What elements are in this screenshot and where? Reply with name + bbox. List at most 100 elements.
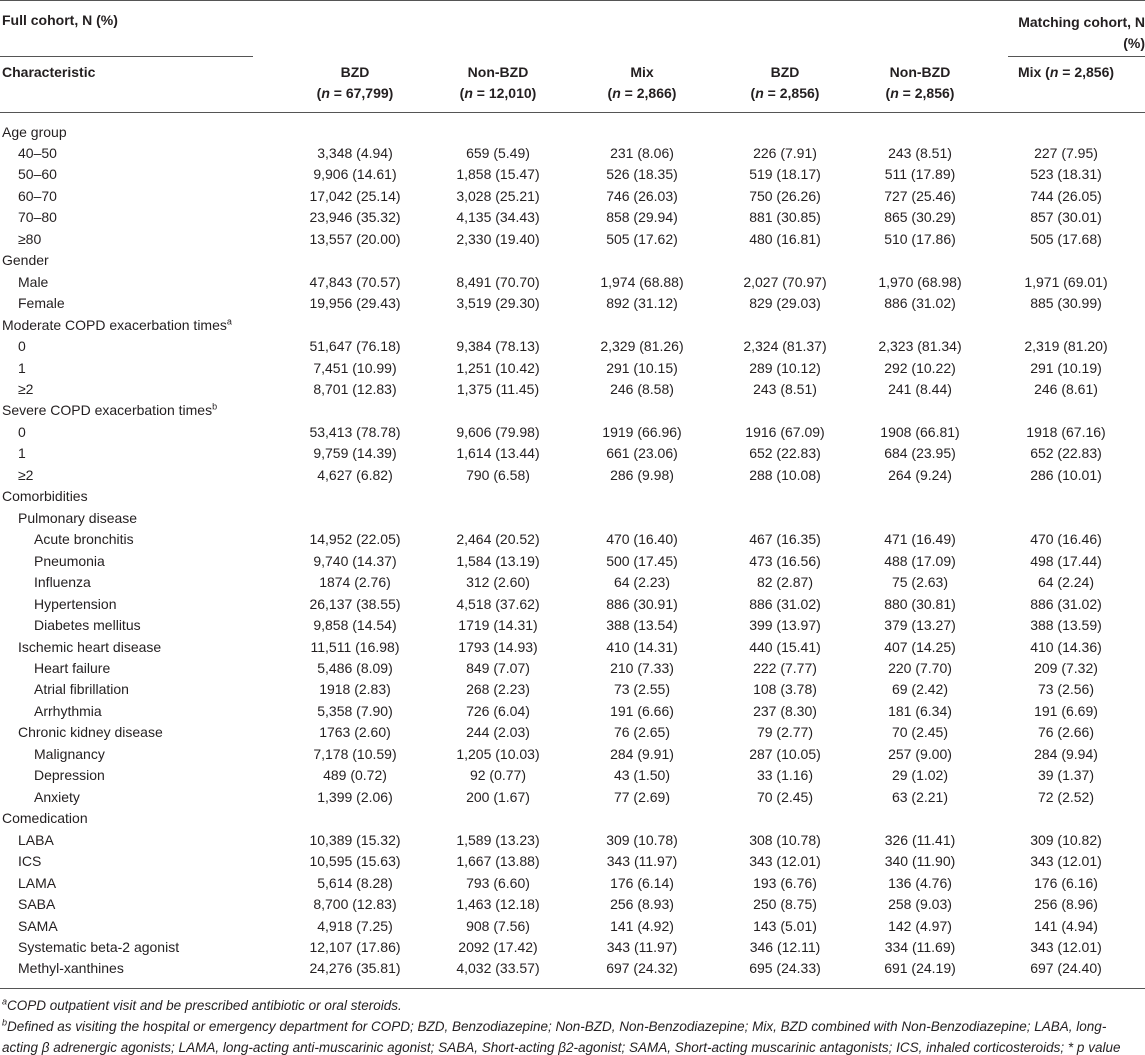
text-segment: Non-BZD (467, 64, 529, 80)
row-label: Heart failure (34, 658, 110, 679)
cell-value: 1,667 (13.88) (456, 853, 540, 870)
cell-value: 829 (29.03) (749, 295, 821, 312)
cell-value: 399 (13.97) (749, 617, 821, 634)
row-label: Diabetes mellitus (34, 615, 141, 636)
cell-value: 256 (8.93) (610, 896, 674, 913)
cell-value: 1,251 (10.42) (456, 359, 540, 376)
cell-value: 9,740 (14.37) (313, 552, 397, 569)
cell-value: 2092 (17.42) (458, 938, 538, 955)
footnote-mark: a (226, 315, 232, 326)
cell-value: 488 (17.09) (884, 552, 956, 569)
cell-value: 4,135 (34.43) (456, 209, 540, 226)
cell-value: 470 (16.46) (1030, 531, 1102, 548)
cell-value: 70 (2.45) (891, 724, 949, 741)
cell-value: 63 (2.21) (891, 788, 949, 805)
text-segment: Comedication (2, 810, 88, 827)
text-segment: n (464, 85, 473, 101)
cell-value: 1,589 (13.23) (456, 831, 540, 848)
cell-value: 11,511 (16.98) (310, 638, 400, 655)
cell-value: 92 (0.77) (469, 767, 527, 784)
header-rule (0, 112, 1145, 113)
header-line: BZD (705, 62, 865, 83)
cell-value: 1,614 (13.44) (456, 445, 540, 462)
column-header: Mix (n = 2,866) (562, 62, 722, 104)
cell-value: 471 (16.49) (884, 531, 956, 548)
cell-value: 3,348 (4.94) (317, 144, 393, 161)
cell-value: 17,042 (25.14) (309, 187, 401, 204)
cell-value: 13,557 (20.00) (309, 230, 401, 247)
header-line: Mix (n = 2,856) (986, 62, 1145, 83)
cell-value: 29 (1.02) (891, 767, 949, 784)
text-segment: Diabetes mellitus (34, 617, 141, 634)
cell-value: 1916 (67.09) (745, 423, 825, 440)
cell-value: 1,584 (13.19) (456, 552, 540, 569)
row-label: Influenza (34, 572, 91, 593)
cell-value: 289 (10.12) (749, 359, 821, 376)
row-label: Comorbidities (2, 486, 88, 507)
text-segment: Malignancy (34, 745, 105, 762)
cell-value: 292 (10.22) (884, 359, 956, 376)
cell-value: 500 (17.45) (606, 552, 678, 569)
text-segment: 0 (18, 338, 26, 355)
row-label: Male (18, 272, 48, 293)
cell-value: 5,486 (8.09) (317, 660, 393, 676)
cell-value: 268 (2.23) (466, 681, 530, 698)
cell-value: 886 (31.02) (1030, 595, 1102, 612)
row-label: Arrhythmia (34, 701, 102, 722)
cell-value: 39 (1.37) (1037, 767, 1095, 784)
text-segment: Non-BZD (889, 64, 951, 80)
cell-value: 286 (10.01) (1030, 466, 1102, 483)
cell-value: 43 (1.50) (613, 767, 671, 784)
cell-value: 2,464 (20.52) (456, 531, 540, 548)
cell-value: 8,700 (12.83) (313, 896, 397, 913)
cell-value: 69 (2.42) (891, 681, 949, 698)
row-label: Pulmonary disease (18, 508, 137, 529)
cell-value: 410 (14.36) (1030, 638, 1102, 655)
cell-value: 12,107 (17.86) (309, 938, 401, 955)
text-segment: Atrial fibrillation (34, 681, 129, 698)
cell-value: 1919 (66.96) (602, 423, 682, 440)
cell-value: 8,491 (70.70) (456, 273, 540, 290)
cell-value: 865 (30.29) (884, 209, 956, 226)
cell-value: 388 (13.59) (1030, 617, 1102, 634)
row-label: LAMA (18, 873, 56, 894)
cell-value: 343 (11.97) (606, 853, 678, 870)
cell-value: 9,384 (78.13) (456, 338, 540, 355)
footnote-mark: a (2, 996, 8, 1007)
cell-value: 1719 (14.31) (458, 617, 538, 634)
cell-value: 1,399 (2.06) (317, 788, 393, 805)
row-label: ICS (18, 851, 41, 872)
cell-value: 684 (23.95) (884, 445, 956, 462)
cell-value: 141 (4.94) (1034, 917, 1098, 934)
cell-value: 489 (0.72) (323, 767, 387, 784)
cell-value: 286 (9.98) (610, 466, 674, 483)
cell-value: 790 (6.58) (466, 466, 530, 483)
column-header: BZD (n = 2,856) (705, 62, 865, 104)
text-segment: Mix (630, 64, 654, 80)
text-segment: BZD (770, 64, 800, 80)
header-line: Mix (562, 62, 722, 83)
text-segment: ( (885, 85, 891, 101)
cell-value: 70 (2.45) (756, 788, 814, 805)
cell-value: 308 (10.78) (749, 831, 821, 848)
text-segment: Defined as visiting the hospital or emer… (2, 1019, 1121, 1055)
row-label: Malignancy (34, 744, 105, 765)
column-header: Non-BZD (n = 2,856) (840, 62, 1000, 104)
text-segment: 70–80 (18, 209, 57, 226)
text-segment: Chronic kidney disease (18, 724, 163, 741)
text-segment: ≥2 (18, 466, 34, 483)
cell-value: 697 (24.32) (606, 960, 678, 977)
footnote: bDefined as visiting the hospital or eme… (2, 1016, 1132, 1055)
text-segment: LAMA (18, 874, 57, 891)
header-line: BZD (275, 62, 435, 83)
cell-value: 8,701 (12.83) (313, 381, 397, 398)
row-label: 0 (18, 336, 26, 357)
cell-value: 82 (2.87) (756, 574, 814, 591)
cell-value: 222 (7.77) (753, 660, 817, 676)
cell-value: 440 (15.41) (749, 638, 821, 655)
footnote-mark: b (212, 401, 218, 412)
text-segment: Ischemic heart disease (18, 638, 162, 655)
cell-value: 727 (25.46) (884, 187, 956, 204)
group-rule (0, 56, 253, 57)
row-label: Systematic beta-2 agonist (18, 937, 179, 958)
